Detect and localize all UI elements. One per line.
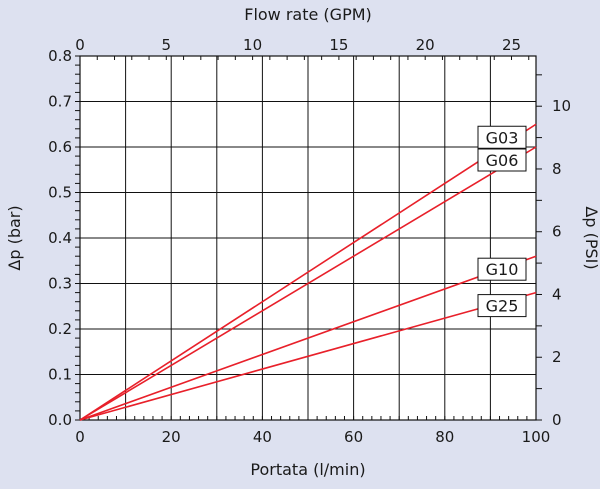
x-top-tick-label: 15 — [329, 36, 348, 54]
x-bottom-tick-label: 100 — [522, 428, 551, 446]
series-label-box — [477, 257, 527, 281]
y-left-tick-label: 0.8 — [48, 47, 72, 65]
series-label-g06: G06 — [477, 148, 527, 172]
y-right-tick-label: 2 — [552, 348, 562, 366]
y-right-tick-label: 4 — [552, 285, 562, 303]
x-top-tick-label: 25 — [502, 36, 521, 54]
x-bottom-tick-label: 60 — [344, 428, 363, 446]
y-right-tick-label: 8 — [552, 160, 562, 178]
x-top-axis-title: Flow rate (GPM) — [244, 5, 372, 24]
x-bottom-tick-label: 40 — [253, 428, 272, 446]
y-left-tick-label: 0.3 — [48, 275, 72, 293]
grid — [80, 56, 536, 420]
series-label-g03: G03 — [477, 125, 527, 149]
y-right-tick-label: 6 — [552, 223, 562, 241]
series-label-box — [477, 294, 527, 318]
x-top-tick-label: 0 — [75, 36, 85, 54]
y-right-tick-label: 0 — [552, 411, 562, 429]
plot-frame — [79, 55, 537, 421]
y-right-tick-label: 10 — [552, 97, 571, 115]
x-top-tick-label: 20 — [416, 36, 435, 54]
x-bottom-tick-label: 0 — [75, 428, 85, 446]
series-lines — [79, 123, 537, 421]
x-bottom-tick-label: 20 — [162, 428, 181, 446]
y-left-tick-label: 0.4 — [48, 229, 72, 247]
y-left-tick-label: 0.7 — [48, 93, 72, 111]
y-left-tick-label: 0.0 — [48, 411, 72, 429]
series-label-box — [477, 148, 527, 172]
minor-ticks — [75, 55, 542, 421]
series-label-text: G06 — [486, 151, 519, 170]
y-left-tick-label: 0.6 — [48, 138, 72, 156]
series-line-g06 — [79, 146, 537, 421]
series-line-g10 — [79, 255, 537, 421]
series-label-box — [477, 125, 527, 149]
x-bottom-tick-label: 80 — [435, 428, 454, 446]
series-label-g25: G25 — [477, 294, 527, 318]
y-left-axis-title: Δp (bar) — [5, 205, 24, 270]
y-left-tick-label: 0.5 — [48, 184, 72, 202]
series-line-g03 — [79, 123, 537, 421]
series-line-g25 — [79, 291, 537, 421]
x-top-tick-label: 10 — [243, 36, 262, 54]
series-label-g10: G10 — [477, 257, 527, 281]
series-label-text: G03 — [486, 128, 519, 147]
y-right-axis-title: Δp (PSI) — [582, 206, 600, 269]
series-label-text: G10 — [486, 260, 519, 279]
series-labels: G03 G06 G10 G25 — [477, 125, 527, 318]
y-left-tick-label: 0.1 — [48, 366, 72, 384]
x-top-tick-label: 5 — [162, 36, 172, 54]
y-left-tick-label: 0.2 — [48, 320, 72, 338]
x-bottom-axis-title: Portata (l/min) — [250, 460, 365, 479]
series-label-text: G25 — [486, 297, 519, 316]
